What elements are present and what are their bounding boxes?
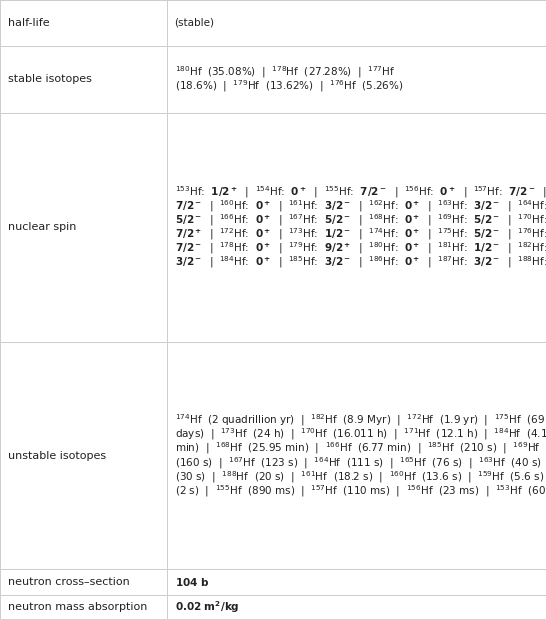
Text: (18.6%)  |  $^{179}$Hf  (13.62%)  |  $^{176}$Hf  (5.26%): (18.6%) | $^{179}$Hf (13.62%) | $^{176}$… (175, 79, 403, 94)
Text: $\mathbf{3/2^-}$  |  $^{184}$Hf:  $\mathbf{0^+}$  |  $^{185}$Hf:  $\mathbf{3/2^-: $\mathbf{3/2^-}$ | $^{184}$Hf: $\mathbf{… (175, 254, 546, 271)
Text: $^{174}$Hf  (2 quadrillion yr)  |  $^{182}$Hf  (8.9 Myr)  |  $^{172}$Hf  (1.9 yr: $^{174}$Hf (2 quadrillion yr) | $^{182}$… (175, 412, 546, 428)
Text: neutron cross–section: neutron cross–section (8, 577, 130, 587)
Text: min)  |  $^{168}$Hf  (25.95 min)  |  $^{166}$Hf  (6.77 min)  |  $^{185}$Hf  (210: min) | $^{168}$Hf (25.95 min) | $^{166}$… (175, 441, 546, 456)
Text: stable isotopes: stable isotopes (8, 74, 92, 84)
Text: $^{180}$Hf  (35.08%)  |  $^{178}$Hf  (27.28%)  |  $^{177}$Hf: $^{180}$Hf (35.08%) | $^{178}$Hf (27.28%… (175, 64, 395, 80)
Text: (2 s)  |  $^{155}$Hf  (890 ms)  |  $^{157}$Hf  (110 ms)  |  $^{156}$Hf  (23 ms) : (2 s) | $^{155}$Hf (890 ms) | $^{157}$Hf… (175, 483, 546, 499)
Text: neutron mass absorption: neutron mass absorption (8, 602, 147, 612)
Text: half-life: half-life (8, 18, 50, 28)
Text: nuclear spin: nuclear spin (8, 222, 76, 232)
Text: $\mathbf{104\ b}$: $\mathbf{104\ b}$ (175, 576, 209, 588)
Text: $\mathbf{0.02\ m^2/kg}$: $\mathbf{0.02\ m^2/kg}$ (175, 599, 239, 615)
Text: (stable): (stable) (175, 18, 215, 28)
Text: $\mathbf{7/2^-}$  |  $^{160}$Hf:  $\mathbf{0^+}$  |  $^{161}$Hf:  $\mathbf{3/2^-: $\mathbf{7/2^-}$ | $^{160}$Hf: $\mathbf{… (175, 198, 546, 214)
Text: $\mathbf{7/2^+}$  |  $^{172}$Hf:  $\mathbf{0^+}$  |  $^{173}$Hf:  $\mathbf{1/2^-: $\mathbf{7/2^+}$ | $^{172}$Hf: $\mathbf{… (175, 227, 546, 242)
Text: $\mathbf{7/2^-}$  |  $^{178}$Hf:  $\mathbf{0^+}$  |  $^{179}$Hf:  $\mathbf{9/2^+: $\mathbf{7/2^-}$ | $^{178}$Hf: $\mathbf{… (175, 240, 546, 256)
Text: days)  |  $^{173}$Hf  (24 h)  |  $^{170}$Hf  (16.011 h)  |  $^{171}$Hf  (12.1 h): days) | $^{173}$Hf (24 h) | $^{170}$Hf (… (175, 426, 546, 443)
Text: $\mathbf{5/2^-}$  |  $^{166}$Hf:  $\mathbf{0^+}$  |  $^{167}$Hf:  $\mathbf{5/2^-: $\mathbf{5/2^-}$ | $^{166}$Hf: $\mathbf{… (175, 212, 546, 228)
Text: $^{153}$Hf:  $\mathbf{1/2^+}$  |  $^{154}$Hf:  $\mathbf{0^+}$  |  $^{155}$Hf:  $: $^{153}$Hf: $\mathbf{1/2^+}$ | $^{154}$H… (175, 184, 546, 200)
Text: (30 s)  |  $^{188}$Hf  (20 s)  |  $^{161}$Hf  (18.2 s)  |  $^{160}$Hf  (13.6 s) : (30 s) | $^{188}$Hf (20 s) | $^{161}$Hf … (175, 469, 546, 485)
Text: unstable isotopes: unstable isotopes (8, 451, 106, 461)
Text: (160 s)  |  $^{167}$Hf  (123 s)  |  $^{164}$Hf  (111 s)  |  $^{165}$Hf  (76 s)  : (160 s) | $^{167}$Hf (123 s) | $^{164}$H… (175, 455, 546, 470)
